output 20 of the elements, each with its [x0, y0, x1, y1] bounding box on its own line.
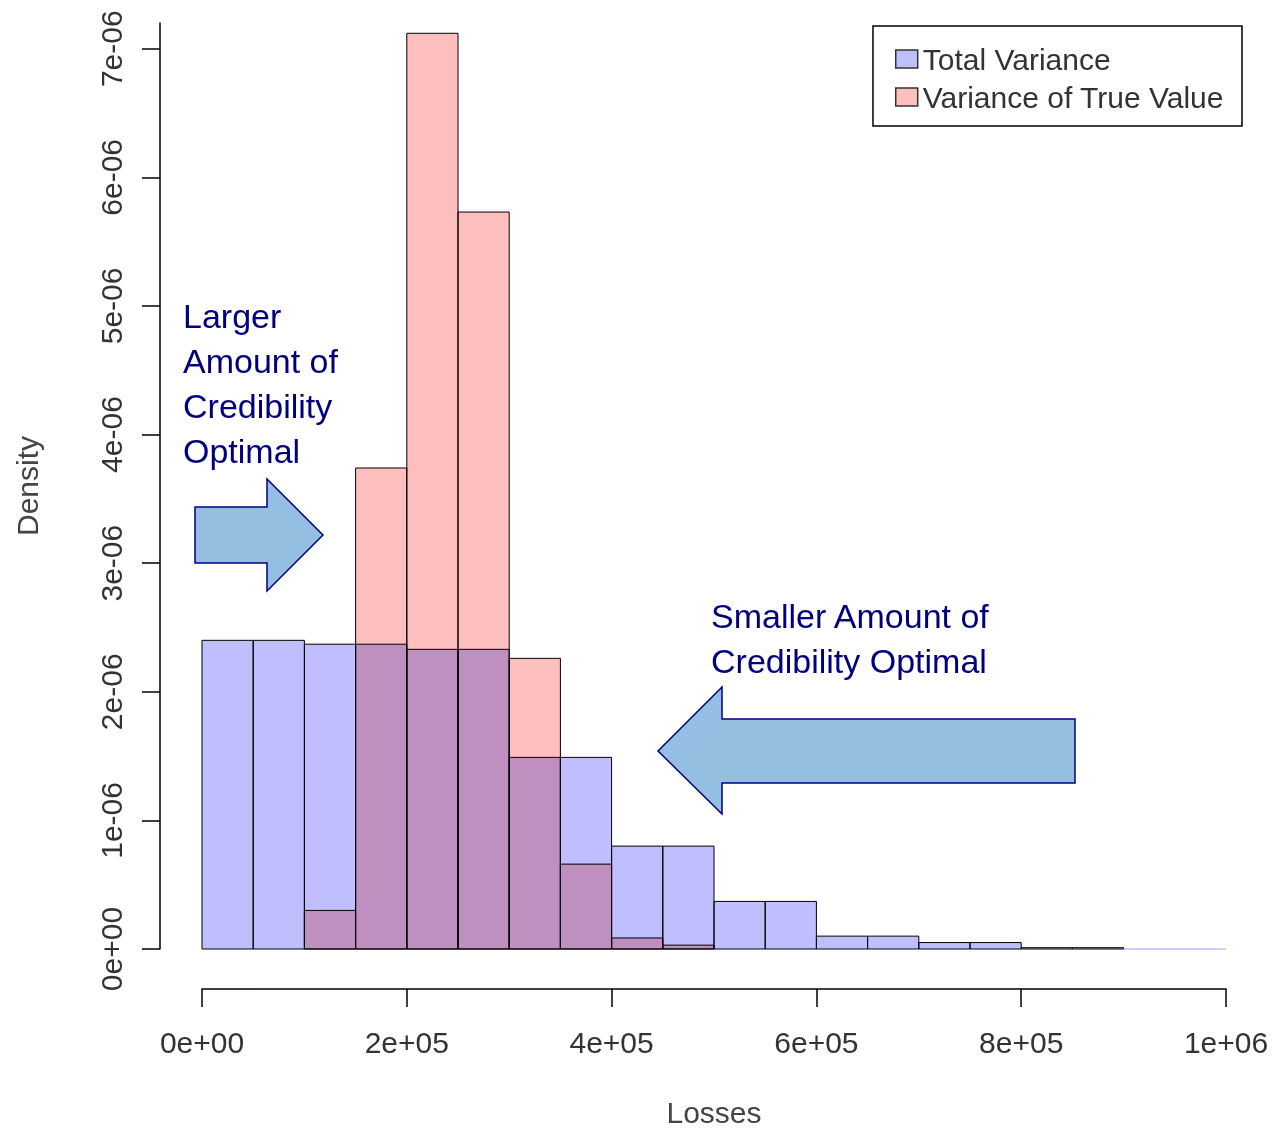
x-axis-title: Losses	[666, 1095, 762, 1129]
y-tick-label: 6e-06	[94, 138, 128, 216]
x-tick-label: 1e+06	[1183, 1025, 1269, 1059]
x-tick-label: 2e+05	[364, 1025, 449, 1059]
x-tick-label: 4e+05	[569, 1025, 654, 1059]
annotation: Larger Amount of Credibility Optimal	[183, 296, 339, 470]
x-tick-label: 8e+05	[979, 1025, 1064, 1059]
legend-label: Variance of True Value	[922, 80, 1224, 114]
y-tick-label: 0e+00	[94, 906, 128, 992]
x-tick-label: 0e+00	[159, 1025, 245, 1059]
y-tick-label: 1e-06	[94, 782, 128, 859]
legend-label: Total Variance	[922, 42, 1111, 76]
y-tick-label: 5e-06	[94, 267, 128, 345]
y-tick-label: 3e-06	[94, 524, 128, 602]
y-tick-label: 7e-06	[94, 10, 128, 88]
annotation: Smaller Amount of Credibility Optimal	[711, 596, 990, 680]
y-tick-label: 4e-06	[94, 396, 128, 473]
y-tick-label: 2e-06	[94, 653, 128, 731]
y-axis-title: Density	[10, 435, 44, 537]
x-tick-label: 6e+05	[774, 1025, 859, 1059]
